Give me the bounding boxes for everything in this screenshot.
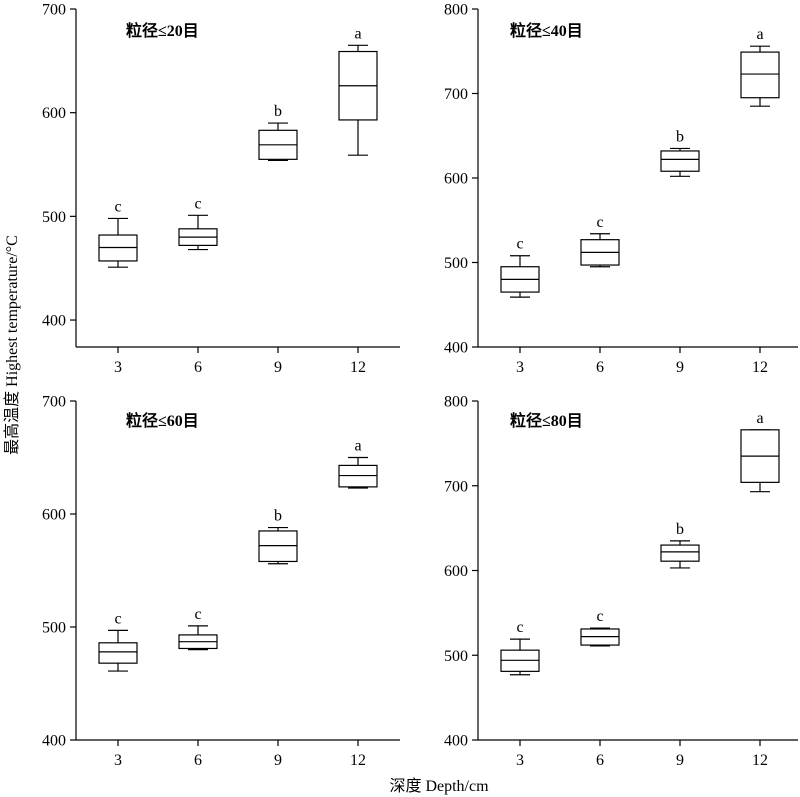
y-tick-label: 700: [444, 478, 468, 495]
boxplot-depth-9: b: [258, 508, 298, 565]
x-tick-label: 6: [596, 359, 604, 376]
iqr-box: [98, 642, 138, 664]
x-axis-title: 深度 Depth/cm: [389, 777, 489, 795]
iqr-box: [740, 51, 780, 99]
boxplot-depth-6: c: [580, 214, 620, 268]
boxplot-depth-12: a: [338, 438, 378, 489]
significance-letter: b: [676, 521, 684, 538]
significance-letter: b: [274, 508, 282, 525]
significance-letter: c: [596, 608, 603, 625]
x-tick-label: 9: [676, 359, 684, 376]
significance-letter: b: [676, 128, 684, 145]
x-tick-label: 6: [194, 752, 202, 769]
significance-letter: c: [114, 610, 121, 627]
y-tick-label: 400: [444, 733, 468, 750]
x-tick-label: 3: [516, 752, 524, 769]
x-tick-label: 12: [752, 359, 768, 376]
y-tick-label: 700: [42, 394, 66, 411]
y-tick-label: 800: [444, 394, 468, 411]
panel-title: 粒径≤80目: [510, 411, 583, 430]
significance-letter: c: [516, 236, 523, 253]
x-tick-label: 9: [274, 359, 282, 376]
significance-letter: c: [194, 606, 201, 623]
panel-title: 粒径≤20目: [126, 21, 199, 40]
significance-letter: a: [354, 438, 361, 455]
panels: 粒径≤20目 400 500 600 700 3 6 9 12 c c b a 粒径≤40目 400 500 6…: [42, 2, 798, 769]
significance-letter: a: [354, 25, 361, 42]
x-tick-label: 3: [114, 752, 122, 769]
y-tick-label: 800: [444, 2, 468, 19]
x-tick-label: 3: [516, 359, 524, 376]
significance-letter: c: [516, 619, 523, 636]
y-tick-label: 500: [444, 255, 468, 272]
x-tick-label: 6: [194, 359, 202, 376]
y-tick-label: 600: [444, 171, 468, 188]
y-tick-label: 500: [42, 209, 66, 226]
boxplot-depth-9: b: [258, 103, 298, 161]
boxplot-depth-9: b: [660, 128, 700, 177]
significance-letter: a: [756, 26, 763, 43]
boxplot-depth-3: c: [500, 619, 540, 676]
y-tick-label: 500: [42, 620, 66, 637]
x-tick-label: 9: [274, 752, 282, 769]
boxplot-depth-3: c: [98, 198, 138, 268]
x-tick-label: 12: [752, 752, 768, 769]
significance-letter: c: [114, 198, 121, 215]
y-tick-label: 400: [42, 313, 66, 330]
y-tick-label: 700: [444, 86, 468, 103]
significance-letter: a: [756, 410, 763, 427]
y-tick-label: 400: [444, 340, 468, 357]
y-tick-label: 400: [42, 733, 66, 750]
boxplot-depth-6: c: [580, 608, 620, 647]
x-tick-label: 9: [676, 752, 684, 769]
panel-3: 粒径≤60目 400 500 600 700 3 6 9 12 c c b a: [42, 394, 400, 769]
y-tick-label: 500: [444, 648, 468, 665]
iqr-box: [660, 544, 700, 562]
boxplot-depth-6: c: [178, 195, 218, 251]
boxplot-depth-12: a: [740, 26, 780, 107]
panel-title: 粒径≤60目: [126, 411, 199, 430]
significance-letter: b: [274, 103, 282, 120]
boxplot-depth-12: a: [740, 410, 780, 493]
panel-4: 粒径≤80目 400 500 600 700 800 3 6 9 12 c c b a: [444, 394, 798, 769]
y-tick-label: 600: [444, 563, 468, 580]
x-tick-label: 3: [114, 359, 122, 376]
panel-1: 粒径≤20目 400 500 600 700 3 6 9 12 c c b a: [42, 2, 400, 376]
significance-letter: c: [194, 195, 201, 212]
boxplot-depth-3: c: [98, 610, 138, 672]
x-tick-label: 6: [596, 752, 604, 769]
iqr-box: [660, 150, 700, 172]
boxplot-depth-12: a: [338, 25, 378, 156]
boxplot-depth-6: c: [178, 606, 218, 651]
boxplot-depth-3: c: [500, 236, 540, 298]
significance-letter: c: [596, 214, 603, 231]
boxplot-depth-9: b: [660, 521, 700, 569]
x-tick-label: 12: [350, 752, 366, 769]
y-tick-label: 600: [42, 105, 66, 122]
x-tick-label: 12: [350, 359, 366, 376]
y-tick-label: 600: [42, 507, 66, 524]
y-axis-title: 最高温度 Highest temperature/°C: [3, 235, 21, 455]
y-tick-label: 700: [42, 2, 66, 19]
panel-2: 粒径≤40目 400 500 600 700 800 3 6 9 12 c c b a: [444, 2, 798, 376]
panel-title: 粒径≤40目: [510, 21, 583, 40]
